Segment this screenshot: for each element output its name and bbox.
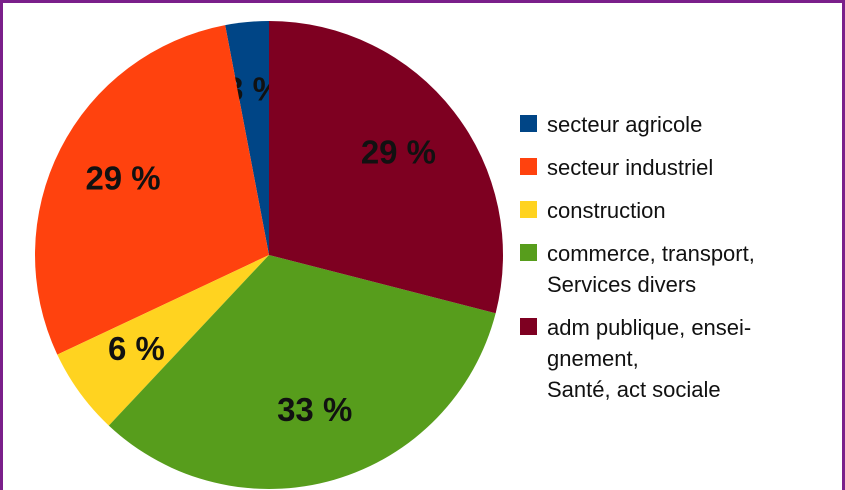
- legend-entry: adm publique, ensei- gnement, Santé, act…: [520, 312, 840, 405]
- pie-slice: [108, 255, 496, 490]
- legend-entry: secteur agricole: [520, 109, 840, 140]
- legend: secteur agricole secteur industriel constr…: [520, 109, 840, 417]
- legend-entry: commerce, transport, Services divers: [520, 238, 840, 300]
- legend-entry: construction: [520, 195, 840, 226]
- legend-label: adm publique, ensei- gnement, Santé, act…: [547, 315, 752, 402]
- data-label: 33 %: [277, 391, 352, 428]
- legend-entry: secteur industriel: [520, 152, 840, 183]
- legend-swatch: [520, 244, 537, 261]
- pie-slice: [225, 21, 269, 255]
- legend-swatch: [520, 115, 537, 132]
- pie-slice: [57, 255, 269, 426]
- data-label: 6 %: [108, 330, 165, 367]
- pie-slice: [269, 21, 504, 314]
- data-label: 29 %: [361, 133, 436, 170]
- legend-label: commerce, transport, Services divers: [547, 241, 755, 297]
- legend-swatch: [520, 201, 537, 218]
- legend-label: secteur industriel: [547, 155, 714, 180]
- legend-swatch: [520, 318, 537, 335]
- pie-slice: [34, 25, 269, 355]
- legend-label: secteur agricole: [547, 112, 703, 137]
- pie-chart: 3 %29 %6 %33 %29 %: [34, 21, 504, 490]
- data-label: 29 %: [85, 159, 160, 196]
- legend-swatch: [520, 158, 537, 175]
- legend-label: construction: [547, 198, 666, 223]
